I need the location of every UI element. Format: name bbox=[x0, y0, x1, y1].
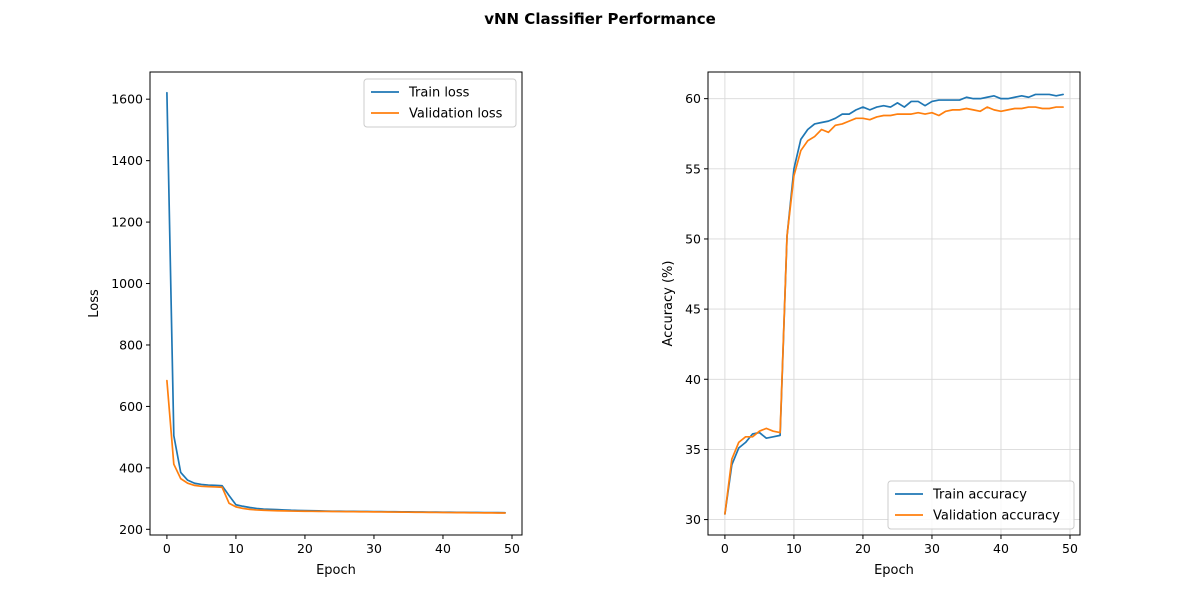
loss-y-tick-label: 200 bbox=[119, 522, 143, 537]
loss-legend: Train loss Validation loss bbox=[363, 78, 517, 128]
accuracy-legend-box bbox=[887, 480, 1075, 530]
accuracy-x-tick-label: 10 bbox=[786, 541, 802, 556]
loss-x-tick-label: 50 bbox=[504, 541, 520, 556]
loss-y-tick-label: 1400 bbox=[111, 153, 143, 168]
figure-title: vNN Classifier Performance bbox=[484, 10, 716, 28]
loss-y-tick-label: 600 bbox=[119, 399, 143, 414]
loss-y-tick-label: 1600 bbox=[111, 92, 143, 107]
accuracy-y-tick-label: 55 bbox=[685, 161, 701, 176]
loss-x-tick-label: 40 bbox=[435, 541, 451, 556]
accuracy-x-tick-label: 50 bbox=[1062, 541, 1078, 556]
loss-x-tick-label: 30 bbox=[366, 541, 382, 556]
loss-y-axis-label: Loss bbox=[87, 289, 102, 318]
loss-x-tick-label: 0 bbox=[163, 541, 171, 556]
loss-legend-validation-label: Validation loss bbox=[409, 107, 503, 122]
accuracy-series-train-line bbox=[724, 93, 1064, 515]
accuracy-x-axis-label: Epoch bbox=[874, 563, 914, 578]
loss-x-axis-label: Epoch bbox=[316, 563, 356, 578]
loss-x-tick-label: 20 bbox=[297, 541, 313, 556]
loss-chart: 0 10 20 30 40 502004006008001000120014001600 … bbox=[87, 71, 523, 578]
loss-legend-box bbox=[363, 78, 517, 128]
accuracy-x-tick-label: 40 bbox=[993, 541, 1009, 556]
accuracy-y-tick-label: 30 bbox=[685, 512, 701, 527]
accuracy-plot-frame bbox=[707, 71, 1081, 536]
accuracy-legend-validation-label: Validation accuracy bbox=[933, 509, 1060, 524]
accuracy-legend-train-label: Train accuracy bbox=[932, 488, 1027, 503]
loss-plot-frame bbox=[149, 71, 523, 536]
accuracy-y-tick-label: 45 bbox=[685, 302, 701, 317]
accuracy-x-tick-label: 20 bbox=[855, 541, 871, 556]
accuracy-y-tick-label: 35 bbox=[685, 442, 701, 457]
accuracy-series-validation-line bbox=[724, 106, 1064, 515]
loss-series-validation-line bbox=[166, 379, 506, 514]
loss-y-tick-label: 800 bbox=[119, 337, 143, 352]
loss-y-tick-label: 1200 bbox=[111, 215, 143, 230]
accuracy-chart: 0 10 20 30 40 50 30 35 40 45 50 55 60 Epoch Accuracy… bbox=[661, 71, 1081, 578]
loss-legend-train-label: Train loss bbox=[408, 86, 470, 101]
loss-series-train-line bbox=[166, 91, 506, 514]
accuracy-y-tick-label: 50 bbox=[685, 231, 701, 246]
loss-x-tick-label: 10 bbox=[228, 541, 244, 556]
loss-y-tick-label: 1000 bbox=[111, 276, 143, 291]
loss-y-tick-label: 400 bbox=[119, 460, 143, 475]
accuracy-x-tick-label: 0 bbox=[721, 541, 729, 556]
accuracy-y-tick-label: 40 bbox=[685, 372, 701, 387]
accuracy-x-tick-label: 30 bbox=[924, 541, 940, 556]
accuracy-y-tick-label: 60 bbox=[685, 91, 701, 106]
accuracy-y-axis-label: Accuracy (%) bbox=[661, 261, 676, 347]
accuracy-legend: Train accuracy Validation accuracy bbox=[887, 480, 1075, 530]
